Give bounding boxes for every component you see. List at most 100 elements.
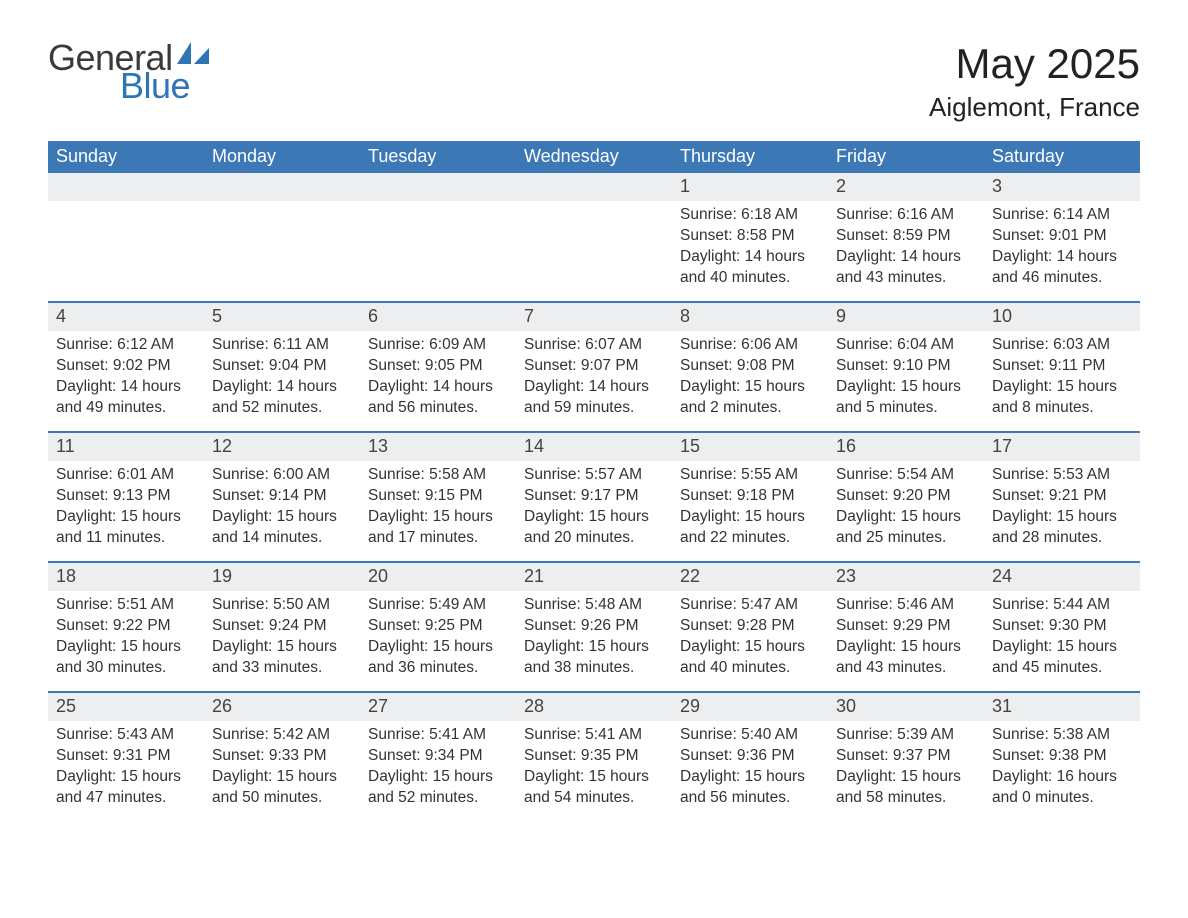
sunrise-line: Sunrise: 5:38 AM xyxy=(992,725,1132,746)
calendar-cell: 3Sunrise: 6:14 AMSunset: 9:01 PMDaylight… xyxy=(984,173,1140,301)
location-subtitle: Aiglemont, France xyxy=(929,92,1140,123)
calendar-cell xyxy=(516,173,672,301)
day-number: 28 xyxy=(516,693,672,721)
calendar-cell: 31Sunrise: 5:38 AMSunset: 9:38 PMDayligh… xyxy=(984,693,1140,821)
sunset-line: Sunset: 9:25 PM xyxy=(368,616,508,637)
sunset-line: Sunset: 9:05 PM xyxy=(368,356,508,377)
day-details: Sunrise: 6:14 AMSunset: 9:01 PMDaylight:… xyxy=(984,201,1140,289)
weekday-header: Tuesday xyxy=(360,141,516,173)
sunrise-line: Sunrise: 5:41 AM xyxy=(368,725,508,746)
daylight-line: Daylight: 14 hours and 49 minutes. xyxy=(56,377,196,419)
daylight-line: Daylight: 14 hours and 52 minutes. xyxy=(212,377,352,419)
sunrise-line: Sunrise: 6:18 AM xyxy=(680,205,820,226)
title-block: May 2025 Aiglemont, France xyxy=(929,40,1140,123)
daylight-line: Daylight: 15 hours and 8 minutes. xyxy=(992,377,1132,419)
day-details: Sunrise: 5:44 AMSunset: 9:30 PMDaylight:… xyxy=(984,591,1140,679)
sunrise-line: Sunrise: 5:54 AM xyxy=(836,465,976,486)
day-number: 24 xyxy=(984,563,1140,591)
day-details: Sunrise: 5:55 AMSunset: 9:18 PMDaylight:… xyxy=(672,461,828,549)
day-number: 18 xyxy=(48,563,204,591)
daylight-line: Daylight: 15 hours and 36 minutes. xyxy=(368,637,508,679)
daylight-line: Daylight: 15 hours and 45 minutes. xyxy=(992,637,1132,679)
sunset-line: Sunset: 9:36 PM xyxy=(680,746,820,767)
calendar-cell: 28Sunrise: 5:41 AMSunset: 9:35 PMDayligh… xyxy=(516,693,672,821)
day-details xyxy=(516,201,672,205)
day-details: Sunrise: 5:48 AMSunset: 9:26 PMDaylight:… xyxy=(516,591,672,679)
day-number: 20 xyxy=(360,563,516,591)
sunset-line: Sunset: 9:35 PM xyxy=(524,746,664,767)
sunrise-line: Sunrise: 5:39 AM xyxy=(836,725,976,746)
sunrise-line: Sunrise: 5:50 AM xyxy=(212,595,352,616)
calendar-cell xyxy=(48,173,204,301)
calendar-cell: 29Sunrise: 5:40 AMSunset: 9:36 PMDayligh… xyxy=(672,693,828,821)
day-details xyxy=(204,201,360,205)
sunrise-line: Sunrise: 5:48 AM xyxy=(524,595,664,616)
sunrise-line: Sunrise: 6:00 AM xyxy=(212,465,352,486)
sunset-line: Sunset: 9:07 PM xyxy=(524,356,664,377)
daylight-line: Daylight: 15 hours and 58 minutes. xyxy=(836,767,976,809)
sunset-line: Sunset: 9:22 PM xyxy=(56,616,196,637)
calendar-cell: 13Sunrise: 5:58 AMSunset: 9:15 PMDayligh… xyxy=(360,433,516,561)
day-details: Sunrise: 5:50 AMSunset: 9:24 PMDaylight:… xyxy=(204,591,360,679)
calendar-week: 4Sunrise: 6:12 AMSunset: 9:02 PMDaylight… xyxy=(48,301,1140,431)
sunrise-line: Sunrise: 6:03 AM xyxy=(992,335,1132,356)
sunset-line: Sunset: 9:33 PM xyxy=(212,746,352,767)
weekday-header: Friday xyxy=(828,141,984,173)
sunset-line: Sunset: 9:18 PM xyxy=(680,486,820,507)
day-details xyxy=(48,201,204,205)
sunrise-line: Sunrise: 5:42 AM xyxy=(212,725,352,746)
sunset-line: Sunset: 9:31 PM xyxy=(56,746,196,767)
calendar-week: 1Sunrise: 6:18 AMSunset: 8:58 PMDaylight… xyxy=(48,173,1140,301)
logo-text-blue: Blue xyxy=(120,68,211,104)
calendar-week: 18Sunrise: 5:51 AMSunset: 9:22 PMDayligh… xyxy=(48,561,1140,691)
day-number: 26 xyxy=(204,693,360,721)
calendar-cell: 1Sunrise: 6:18 AMSunset: 8:58 PMDaylight… xyxy=(672,173,828,301)
daylight-line: Daylight: 14 hours and 46 minutes. xyxy=(992,247,1132,289)
day-details: Sunrise: 5:41 AMSunset: 9:35 PMDaylight:… xyxy=(516,721,672,809)
day-details: Sunrise: 5:53 AMSunset: 9:21 PMDaylight:… xyxy=(984,461,1140,549)
day-number: 15 xyxy=(672,433,828,461)
calendar-cell: 20Sunrise: 5:49 AMSunset: 9:25 PMDayligh… xyxy=(360,563,516,691)
daylight-line: Daylight: 14 hours and 59 minutes. xyxy=(524,377,664,419)
day-details: Sunrise: 5:58 AMSunset: 9:15 PMDaylight:… xyxy=(360,461,516,549)
day-number: 9 xyxy=(828,303,984,331)
sunrise-line: Sunrise: 6:04 AM xyxy=(836,335,976,356)
day-number: 27 xyxy=(360,693,516,721)
sunrise-line: Sunrise: 6:14 AM xyxy=(992,205,1132,226)
daylight-line: Daylight: 15 hours and 11 minutes. xyxy=(56,507,196,549)
sunset-line: Sunset: 9:08 PM xyxy=(680,356,820,377)
daylight-line: Daylight: 15 hours and 40 minutes. xyxy=(680,637,820,679)
day-number: 16 xyxy=(828,433,984,461)
sunset-line: Sunset: 8:58 PM xyxy=(680,226,820,247)
day-number: 23 xyxy=(828,563,984,591)
calendar-cell: 11Sunrise: 6:01 AMSunset: 9:13 PMDayligh… xyxy=(48,433,204,561)
calendar-cell: 12Sunrise: 6:00 AMSunset: 9:14 PMDayligh… xyxy=(204,433,360,561)
weekday-header-row: SundayMondayTuesdayWednesdayThursdayFrid… xyxy=(48,141,1140,173)
day-number: 12 xyxy=(204,433,360,461)
day-number: 11 xyxy=(48,433,204,461)
day-number: 22 xyxy=(672,563,828,591)
day-number: 30 xyxy=(828,693,984,721)
day-number: 17 xyxy=(984,433,1140,461)
day-details: Sunrise: 5:38 AMSunset: 9:38 PMDaylight:… xyxy=(984,721,1140,809)
calendar-week: 11Sunrise: 6:01 AMSunset: 9:13 PMDayligh… xyxy=(48,431,1140,561)
calendar-cell xyxy=(204,173,360,301)
sunset-line: Sunset: 9:11 PM xyxy=(992,356,1132,377)
calendar-cell: 24Sunrise: 5:44 AMSunset: 9:30 PMDayligh… xyxy=(984,563,1140,691)
calendar-cell xyxy=(360,173,516,301)
day-number: 2 xyxy=(828,173,984,201)
sunset-line: Sunset: 9:24 PM xyxy=(212,616,352,637)
day-details: Sunrise: 5:42 AMSunset: 9:33 PMDaylight:… xyxy=(204,721,360,809)
daylight-line: Daylight: 15 hours and 20 minutes. xyxy=(524,507,664,549)
sunset-line: Sunset: 9:34 PM xyxy=(368,746,508,767)
daylight-line: Daylight: 15 hours and 54 minutes. xyxy=(524,767,664,809)
day-details: Sunrise: 5:41 AMSunset: 9:34 PMDaylight:… xyxy=(360,721,516,809)
day-number xyxy=(48,173,204,201)
calendar-body: 1Sunrise: 6:18 AMSunset: 8:58 PMDaylight… xyxy=(48,173,1140,821)
day-number: 6 xyxy=(360,303,516,331)
calendar-cell: 6Sunrise: 6:09 AMSunset: 9:05 PMDaylight… xyxy=(360,303,516,431)
calendar-cell: 23Sunrise: 5:46 AMSunset: 9:29 PMDayligh… xyxy=(828,563,984,691)
sunrise-line: Sunrise: 6:06 AM xyxy=(680,335,820,356)
day-details: Sunrise: 6:16 AMSunset: 8:59 PMDaylight:… xyxy=(828,201,984,289)
day-details: Sunrise: 6:00 AMSunset: 9:14 PMDaylight:… xyxy=(204,461,360,549)
